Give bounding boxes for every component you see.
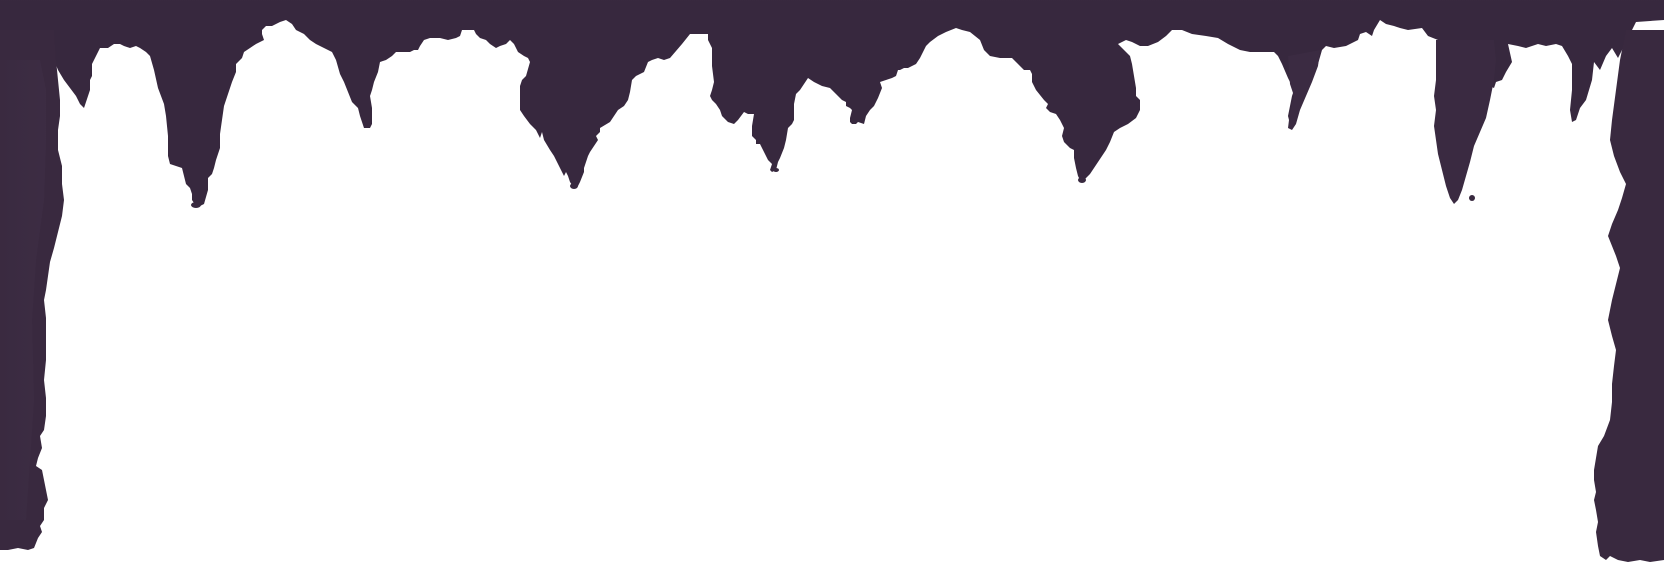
right-cave-wall [1594, 30, 1664, 562]
stalactite-right-long [1434, 40, 1496, 204]
drip-mid-1 [570, 183, 578, 189]
drip-mid-3 [1078, 177, 1086, 183]
drip-mid-2 [773, 168, 779, 172]
drip-left-1 [191, 202, 201, 208]
drip-right-1 [1469, 195, 1475, 201]
ceiling-stalactites [0, 0, 1664, 206]
left-wall-highlight [0, 60, 46, 520]
stalactite-center-right [1288, 50, 1320, 130]
